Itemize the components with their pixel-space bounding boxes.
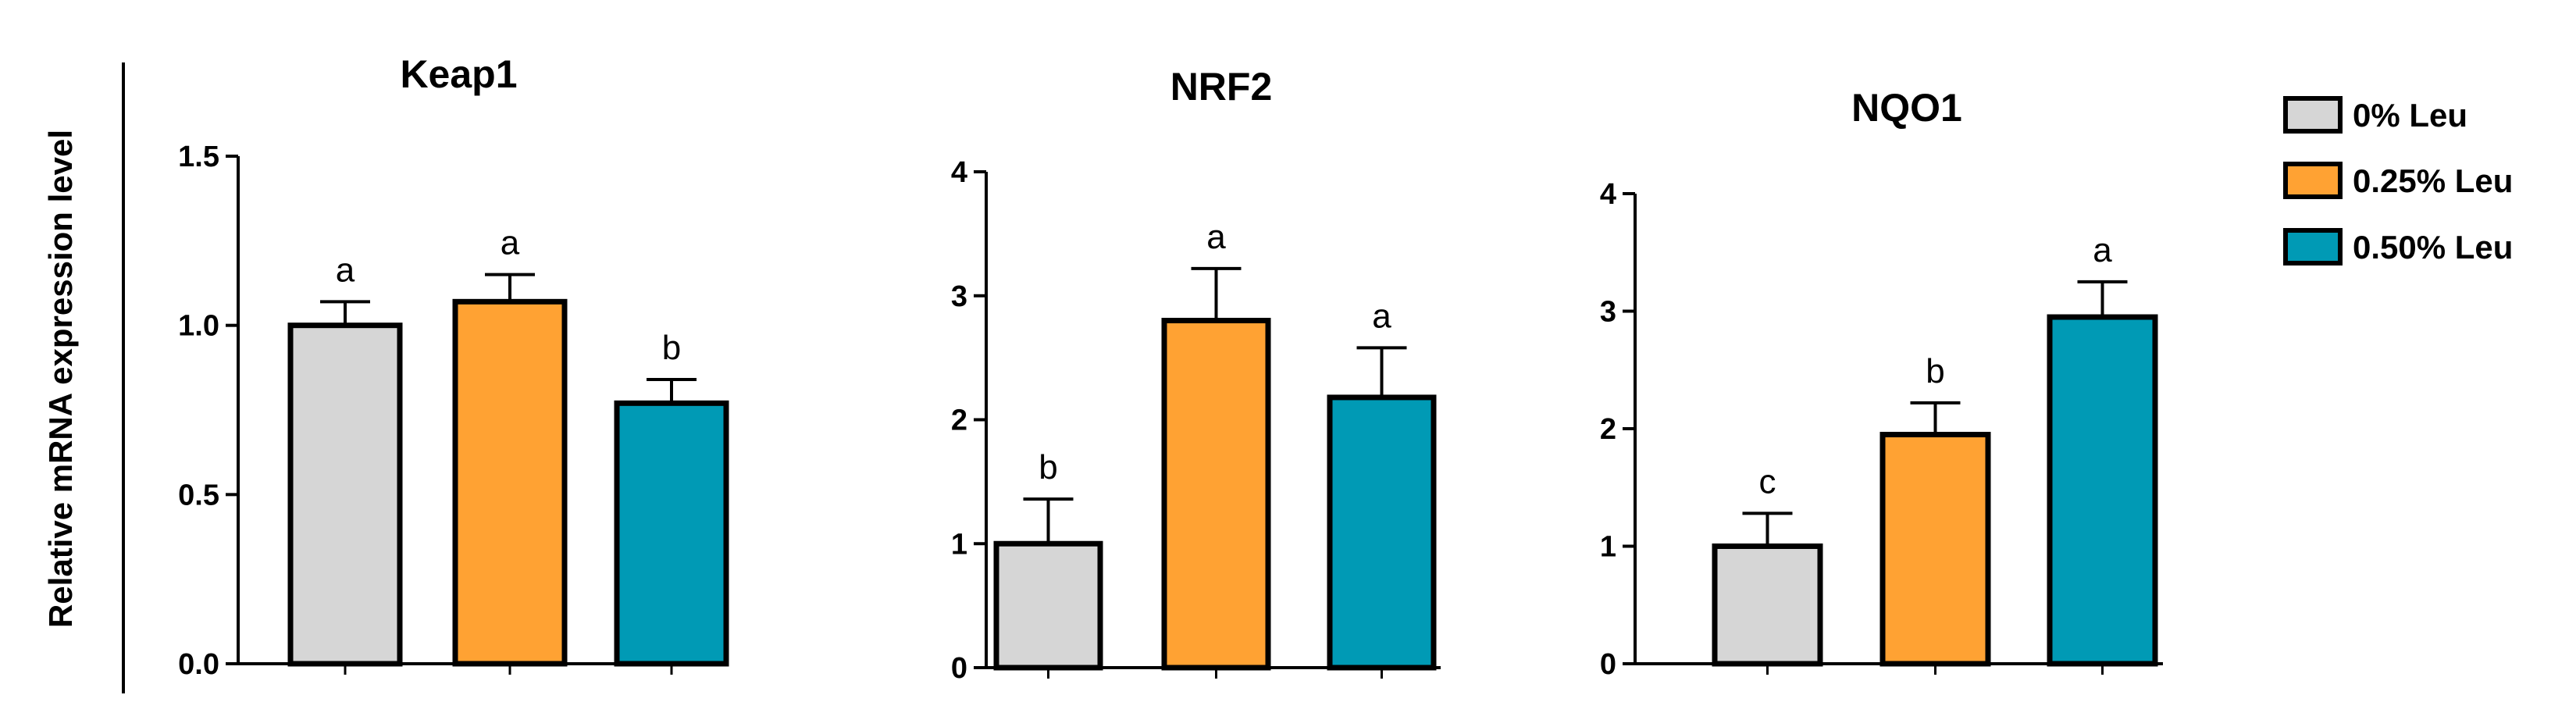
significance-label: b — [1926, 352, 1944, 390]
legend-item-1: 0.25% Leu — [2283, 162, 2513, 199]
significance-label: a — [501, 224, 520, 262]
legend-swatch-0 — [2283, 96, 2343, 134]
legend-label-1: 0.25% Leu — [2353, 162, 2513, 199]
bar-0-leu — [287, 323, 403, 667]
y-axis-label: Relative mRNA expression level — [42, 130, 79, 628]
legend-label-2: 0.50% Leu — [2353, 229, 2513, 265]
bar-0-50-leu — [2047, 314, 2158, 667]
bar-0-25-leu — [1879, 432, 1991, 667]
y-tick-label: 3 — [1600, 296, 1616, 329]
chart-panel-1: NRF2 0 1 2 3 4 b a a — [951, 65, 1441, 685]
y-tick-label: 0.0 — [178, 648, 219, 681]
y-tick-label: 4 — [951, 156, 967, 189]
bar-0-leu — [993, 540, 1103, 671]
legend-label-0: 0% Leu — [2353, 97, 2467, 134]
legend: 0% Leu 0.25% Leu 0.50% Leu — [2283, 96, 2513, 265]
significance-label: b — [1039, 448, 1057, 486]
y-tick-label: 1.5 — [178, 141, 219, 173]
chart-title: NRF2 — [1170, 65, 1273, 109]
chart-panel-2: NQO1 0 1 2 3 4 c b a — [1600, 86, 2163, 681]
y-tick-label: 3 — [951, 280, 967, 313]
y-tick-label: 4 — [1600, 178, 1616, 211]
panels: Keap1 0.0 0.5 1.0 1.5 a a b NRF2 0 1 2 3 4 b a a NQO1 0 1 2 3… — [178, 52, 2163, 685]
y-tick-label: 1.0 — [178, 310, 219, 343]
y-tick-label: 2 — [1600, 413, 1616, 446]
significance-label: c — [1759, 462, 1776, 501]
y-tick-label: 1 — [951, 528, 967, 561]
significance-label: a — [1372, 297, 1391, 335]
significance-label: a — [1206, 218, 1226, 256]
chart-title: Keap1 — [400, 52, 517, 96]
legend-item-2: 0.50% Leu — [2283, 228, 2513, 265]
y-tick-label: 0 — [1600, 648, 1616, 681]
bar-0-25-leu — [452, 298, 568, 667]
significance-label: b — [662, 329, 681, 367]
bar-0-50-leu — [1327, 394, 1437, 671]
y-tick-label: 0.5 — [178, 479, 219, 511]
bar-0-25-leu — [1161, 318, 1271, 671]
chart-title: NQO1 — [1851, 86, 1962, 130]
significance-label: a — [2093, 231, 2112, 269]
y-tick-label: 2 — [951, 404, 967, 437]
bar-0-leu — [1712, 543, 1823, 667]
significance-label: a — [336, 251, 355, 289]
legend-item-0: 0% Leu — [2283, 96, 2467, 134]
legend-swatch-1 — [2283, 162, 2343, 199]
legend-swatch-2 — [2283, 228, 2343, 265]
y-tick-label: 0 — [951, 652, 967, 685]
y-tick-label: 1 — [1600, 531, 1616, 564]
chart-panel-0: Keap1 0.0 0.5 1.0 1.5 a a b — [178, 52, 729, 681]
bar-0-50-leu — [614, 400, 729, 667]
